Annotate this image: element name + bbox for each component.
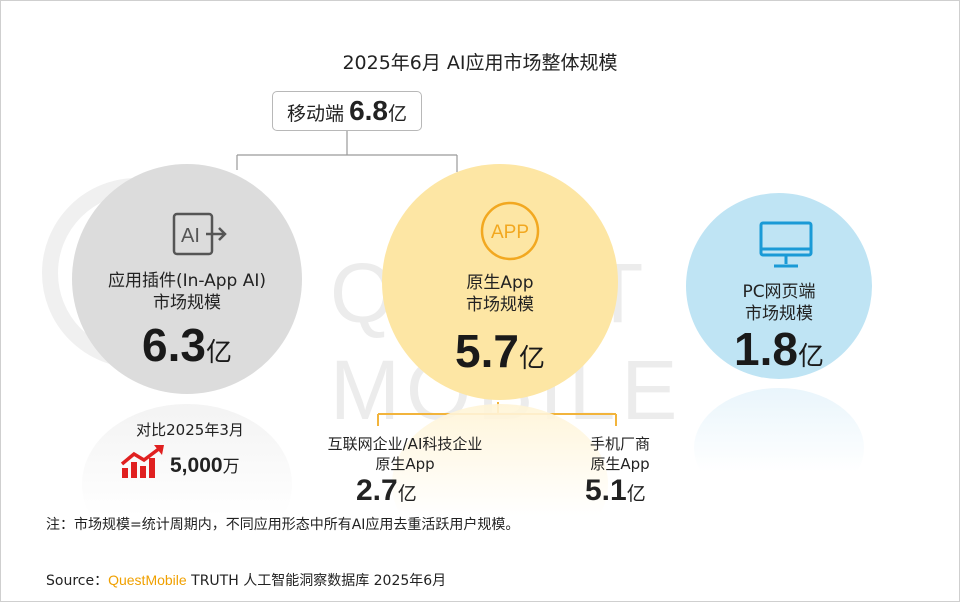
source-line: Source：QuestMobile TRUTH 人工智能洞察数据库 2025年… bbox=[46, 570, 446, 590]
page-title: 2025年6月 AI应用市场整体规模 bbox=[342, 52, 618, 74]
source-brand: QuestMobile bbox=[108, 572, 187, 588]
plugin-circle bbox=[72, 164, 302, 394]
native-sub-right-value: 5.1亿 bbox=[585, 474, 646, 508]
plugin-label-line2: 市场规模 bbox=[153, 293, 221, 313]
blue-circle-reflection bbox=[694, 388, 864, 508]
growth-arrow-icon bbox=[120, 445, 164, 478]
mobile-total-box: 移动端 6.8亿 bbox=[272, 91, 422, 131]
plugin-label-line1: 应用插件(In-App AI) bbox=[107, 271, 267, 291]
native-label: 原生App 市场规模 bbox=[382, 272, 618, 316]
native-sub-right-label: 手机厂商 原生App bbox=[560, 434, 680, 474]
pc-label-line1: PC网页端 bbox=[742, 282, 816, 302]
grey-circle-reflection bbox=[82, 404, 292, 564]
monitor-icon bbox=[759, 221, 813, 268]
plugin-growth: 5,000万 bbox=[170, 452, 240, 478]
mobile-label: 移动端 bbox=[286, 103, 344, 125]
native-sub-left-value: 2.7亿 bbox=[356, 474, 417, 508]
ai-icon-text: AI bbox=[181, 225, 200, 247]
native-sub-right-number: 5.1 bbox=[585, 474, 627, 507]
native-sub-left-line2: 原生App bbox=[375, 455, 435, 473]
native-value-number: 5.7 bbox=[455, 325, 519, 377]
native-sub-left-number: 2.7 bbox=[356, 474, 398, 507]
footnote: 注：市场规模=统计周期内，不同应用形态中所有AI应用去重活跃用户规模。 bbox=[46, 517, 520, 533]
native-sub-right-line1: 手机厂商 bbox=[589, 435, 650, 453]
native-sub-right-line2: 原生App bbox=[590, 455, 650, 473]
pc-label: PC网页端 市场规模 bbox=[686, 281, 872, 325]
native-sub-left-unit: 亿 bbox=[397, 483, 417, 505]
pc-value: 1.8亿 bbox=[686, 322, 872, 376]
native-label-line2: 市场规模 bbox=[466, 295, 534, 315]
yellow-circle-reflection bbox=[392, 404, 608, 564]
app-circle-icon: APP bbox=[480, 201, 540, 261]
mobile-unit: 亿 bbox=[388, 103, 408, 125]
plugin-value-unit: 亿 bbox=[205, 338, 232, 368]
plugin-growth-value: 5,000 bbox=[170, 454, 223, 477]
pc-value-number: 1.8 bbox=[734, 323, 798, 375]
plugin-compare-label: 对比2025年3月 bbox=[136, 421, 244, 439]
app-icon-text: APP bbox=[491, 222, 529, 243]
native-value-unit: 亿 bbox=[518, 344, 545, 374]
mobile-value: 6.8 bbox=[349, 95, 389, 126]
pc-value-unit: 亿 bbox=[797, 342, 824, 372]
plugin-value-number: 6.3 bbox=[142, 319, 206, 371]
source-prefix: Source： bbox=[46, 573, 109, 589]
pc-label-line2: 市场规模 bbox=[745, 304, 813, 324]
plugin-label: 应用插件(In-App AI) 市场规模 bbox=[72, 270, 302, 314]
plugin-growth-unit: 万 bbox=[222, 457, 240, 477]
native-app-circle bbox=[382, 164, 618, 400]
native-sub-left-label: 互联网企业/AI科技企业 原生App bbox=[300, 434, 510, 474]
source-rest: TRUTH 人工智能洞察数据库 2025年6月 bbox=[186, 573, 447, 589]
native-label-line1: 原生App bbox=[466, 273, 534, 293]
native-value: 5.7亿 bbox=[382, 324, 618, 378]
ai-arrow-icon: AI bbox=[172, 212, 227, 256]
native-sub-left-line1: 互联网企业/AI科技企业 bbox=[327, 435, 483, 453]
native-sub-right-unit: 亿 bbox=[626, 483, 646, 505]
plugin-value: 6.3亿 bbox=[72, 318, 302, 372]
